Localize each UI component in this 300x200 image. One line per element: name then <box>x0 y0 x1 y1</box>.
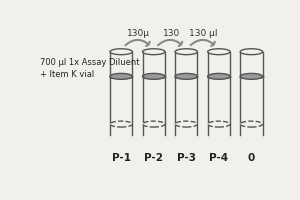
Ellipse shape <box>240 49 262 55</box>
Ellipse shape <box>175 121 197 127</box>
Ellipse shape <box>175 49 197 55</box>
Ellipse shape <box>142 121 165 127</box>
Text: + Item K vial: + Item K vial <box>40 70 94 79</box>
Text: P-2: P-2 <box>144 153 163 163</box>
Ellipse shape <box>175 76 197 79</box>
Ellipse shape <box>110 73 132 79</box>
Ellipse shape <box>240 73 262 79</box>
Ellipse shape <box>208 76 230 79</box>
Text: 130μ: 130μ <box>127 29 150 38</box>
Text: 130: 130 <box>163 29 180 38</box>
Ellipse shape <box>110 49 132 55</box>
Ellipse shape <box>110 76 132 79</box>
Ellipse shape <box>175 73 197 79</box>
Ellipse shape <box>240 121 262 127</box>
Ellipse shape <box>110 121 132 127</box>
Text: 700 μl 1x Assay Diluent: 700 μl 1x Assay Diluent <box>40 58 139 67</box>
Text: 0: 0 <box>248 153 255 163</box>
Text: P-4: P-4 <box>209 153 228 163</box>
Text: P-1: P-1 <box>112 153 131 163</box>
Ellipse shape <box>208 49 230 55</box>
Text: P-3: P-3 <box>177 153 196 163</box>
Ellipse shape <box>208 73 230 79</box>
Ellipse shape <box>142 49 165 55</box>
Text: 130 μl: 130 μl <box>190 29 218 38</box>
Ellipse shape <box>142 76 165 79</box>
Ellipse shape <box>240 76 262 79</box>
Ellipse shape <box>208 121 230 127</box>
Ellipse shape <box>142 73 165 79</box>
